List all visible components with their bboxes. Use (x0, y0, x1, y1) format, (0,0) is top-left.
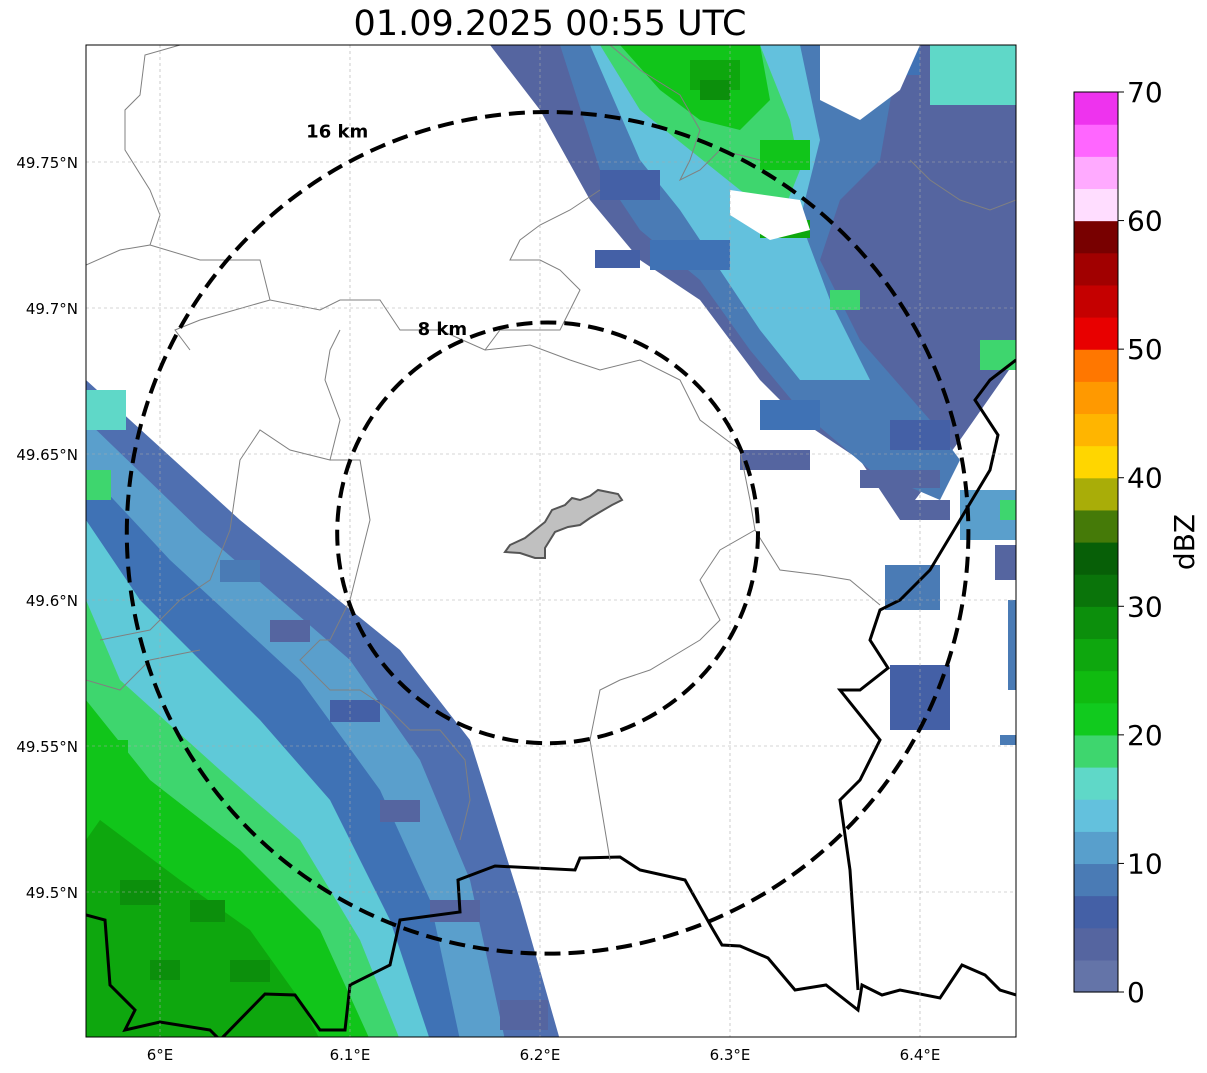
colorbar-segment-0 (1074, 959, 1118, 993)
colorbar-tick-label-3: 30 (1127, 590, 1163, 623)
colorbar-tick-label-6: 60 (1127, 205, 1163, 238)
radar-echo-northeast (490, 45, 1016, 745)
lat-tick-label-2: 49.65°N (16, 446, 78, 464)
lat-tick-label-4: 49.55°N (16, 738, 78, 756)
colorbar-segment-3 (1074, 863, 1118, 897)
lat-tick-label-5: 49.5°N (26, 884, 78, 902)
colorbar-segment-5 (1074, 799, 1118, 832)
national-border-east (836, 358, 1016, 991)
range-ring-label-8km: 8 km (418, 319, 468, 340)
colorbar-segment-13 (1074, 542, 1118, 575)
lat-tick-label-0: 49.75°N (16, 154, 78, 172)
lon-tick-label-1: 6.1°E (330, 1046, 371, 1064)
colorbar-segment-14 (1074, 509, 1118, 543)
colorbar-segment-1 (1074, 927, 1118, 961)
range-ring-8km (335, 320, 760, 746)
colorbar-tick-label-1: 10 (1127, 847, 1163, 880)
colorbar-tick-label-5: 50 (1127, 333, 1163, 366)
colorbar-frame (1073, 91, 1119, 993)
map-frame (85, 44, 1017, 1038)
colorbar-tick-label-7: 70 (1127, 76, 1163, 109)
range-ring-16km (124, 110, 971, 956)
lon-tick-label-4: 6.4°E (900, 1046, 941, 1064)
lake-shape (503, 488, 624, 559)
latitude-labels: 49.75°N 49.7°N 49.65°N 49.6°N 49.55°N 49.5°N (16, 154, 78, 902)
colorbar-segment-4 (1074, 831, 1118, 865)
map-title: 01.09.2025 00:55 UTC (353, 4, 747, 44)
colorbar-segment-26 (1074, 124, 1118, 157)
colorbar-segment-16 (1074, 445, 1118, 479)
lat-tick-label-1: 49.7°N (26, 300, 78, 318)
colorbar-tick-label-2: 20 (1127, 719, 1163, 752)
national-border (86, 855, 1016, 1037)
colorbar-segment-11 (1074, 606, 1118, 640)
colorbar-tick-label-4: 40 (1127, 462, 1163, 495)
map-area: 8 km 16 km (86, 45, 1016, 1037)
range-ring-label-16km: 16 km (306, 121, 368, 142)
lon-tick-label-3: 6.3°E (710, 1046, 751, 1064)
colorbar-segment-24 (1074, 188, 1118, 222)
colorbar-segment-20 (1074, 317, 1118, 350)
colorbar-segment-17 (1074, 413, 1118, 447)
colorbar-tick-label-0: 0 (1127, 976, 1145, 1009)
colorbar-segment-18 (1074, 381, 1118, 415)
colorbar-segment-23 (1074, 220, 1118, 254)
colorbar-segment-7 (1074, 734, 1118, 768)
colorbar-segment-15 (1074, 477, 1118, 511)
lon-tick-label-2: 6.2°E (520, 1046, 561, 1064)
colorbar-segment-19 (1074, 349, 1118, 382)
range-rings: 8 km 16 km (124, 110, 971, 956)
gridlines (86, 45, 1016, 1037)
municipal-borders (86, 45, 1016, 861)
colorbar-ticks: 0 10 20 30 40 50 60 70 (1118, 76, 1163, 1009)
longitude-labels: 6°E 6.1°E 6.2°E 6.3°E 6.4°E (147, 1046, 941, 1064)
colorbar-segment-6 (1074, 767, 1118, 800)
colorbar-segment-27 (1074, 92, 1118, 125)
colorbar-segment-8 (1074, 702, 1118, 736)
colorbar-segment-21 (1074, 284, 1118, 318)
colorbar-segment-25 (1074, 156, 1118, 190)
lat-tick-label-3: 49.6°N (26, 592, 78, 610)
colorbar-segment-9 (1074, 670, 1118, 704)
radar-echo-west (86, 380, 560, 1037)
colorbar-segment-2 (1074, 895, 1118, 929)
lon-tick-label-0: 6°E (147, 1046, 174, 1064)
colorbar-segment-22 (1074, 252, 1118, 286)
colorbar (1074, 92, 1118, 993)
colorbar-segment-12 (1074, 574, 1118, 607)
colorbar-label: dBZ (1168, 514, 1201, 570)
colorbar-segment-10 (1074, 638, 1118, 672)
